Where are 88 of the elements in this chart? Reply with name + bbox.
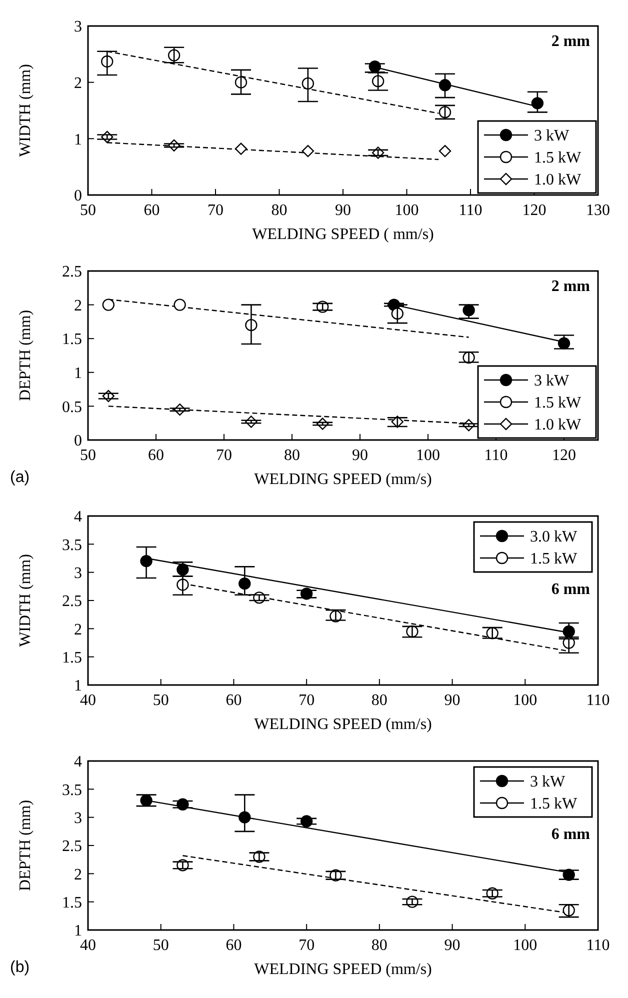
y-axis-title: WIDTH (mm)	[17, 554, 34, 647]
x-tick-label: 80	[371, 692, 388, 709]
legend-label: 3 kW	[534, 128, 570, 145]
y-tick-label: 2	[74, 621, 82, 638]
x-tick-label: 70	[298, 937, 315, 954]
legend-label: 1.5 kW	[530, 550, 578, 568]
x-tick-label: 90	[444, 692, 460, 709]
x-axis-title: WELDING SPEED (mm/s)	[254, 961, 432, 978]
text: (a)	[10, 469, 30, 486]
annotation: 2 mm	[551, 33, 591, 50]
annotation: 2 mm	[551, 278, 591, 295]
y-tick-label: 3	[74, 564, 82, 582]
legend-label: 3.0 kW	[530, 528, 578, 546]
x-tick-label: 70	[216, 447, 232, 464]
y-tick-label: 3	[74, 810, 82, 827]
y-tick-label: 1.5	[62, 649, 82, 666]
y-tick-label: 1	[74, 365, 82, 382]
y-axis-title: DEPTH (mm)	[17, 310, 34, 402]
x-tick-label: 90	[352, 447, 368, 464]
annotation: 6 mm	[551, 826, 591, 843]
x-axis-title: WELDING SPEED ( mm/s)	[252, 226, 434, 243]
x-tick-label: 110	[484, 447, 508, 464]
annotation: 6 mm	[551, 581, 591, 598]
y-tick-label: 3	[74, 18, 82, 36]
x-axis-title: WELDING SPEED (mm/s)	[254, 471, 432, 488]
y-tick-label: 3.5	[62, 782, 82, 799]
x-tick-label: 60	[148, 447, 164, 464]
x-tick-label: 70	[298, 692, 315, 709]
y-tick-label: 1	[74, 131, 82, 148]
y-tick-label: 2.5	[62, 838, 82, 856]
y-tick-label: 1.5	[62, 331, 82, 348]
legend-label: 1.0 kW	[534, 172, 582, 189]
text: (b)	[10, 959, 30, 976]
x-tick-label: 120	[522, 202, 546, 219]
x-tick-label: 110	[458, 202, 482, 219]
x-tick-label: 60	[226, 937, 242, 954]
y-tick-label: 3.5	[62, 536, 82, 554]
point	[438, 144, 452, 158]
x-tick-label: 100	[513, 692, 538, 709]
x-tick-label: 60	[226, 692, 242, 709]
x-axis-title: WELDING SPEED (mm/s)	[254, 716, 432, 733]
x-tick-label: 90	[444, 937, 460, 954]
x-tick-label: 50	[152, 692, 169, 709]
y-tick-label: 2.5	[62, 264, 82, 281]
y-tick-label: 2	[74, 74, 82, 92]
x-tick-label: 110	[586, 692, 610, 709]
y-tick-label: 2	[74, 866, 82, 884]
x-tick-label: 100	[416, 447, 440, 464]
x-tick-label: 130	[586, 202, 610, 219]
x-tick-label: 80	[284, 447, 300, 464]
y-tick-label: 0	[74, 432, 82, 450]
point	[234, 142, 248, 155]
x-tick-label: 100	[513, 937, 538, 954]
x-tick-label: 60	[144, 202, 160, 219]
legend-label: 3 kW	[534, 372, 570, 390]
x-tick-label: 100	[394, 202, 419, 219]
x-tick-label: 50	[152, 937, 169, 954]
x-tick-label: 50	[80, 202, 96, 219]
x-tick-label: 80	[271, 202, 288, 219]
x-tick-label: 70	[208, 202, 224, 219]
x-tick-label: 80	[371, 937, 388, 954]
y-tick-label: 2	[74, 297, 82, 314]
x-tick-label: 110	[586, 937, 610, 954]
legend-label: 3 kW	[530, 774, 566, 791]
y-tick-label: 0.5	[62, 398, 82, 416]
legend-label: 1.0 kW	[534, 416, 582, 434]
x-tick-label: 40	[80, 937, 96, 954]
y-tick-label: 1	[74, 678, 82, 695]
x-tick-label: 40	[80, 692, 96, 709]
y-axis-title: DEPTH (mm)	[17, 800, 34, 892]
y-tick-label: 1.5	[62, 894, 82, 912]
x-tick-label: 120	[552, 447, 576, 464]
point	[302, 144, 314, 158]
y-tick-label: 4	[74, 508, 82, 526]
point	[531, 97, 544, 110]
x-tick-label: 90	[335, 202, 351, 219]
point	[102, 298, 114, 311]
point	[438, 79, 452, 92]
point	[174, 298, 186, 311]
y-tick-label: 0	[74, 188, 82, 205]
x-tick-label: 50	[80, 447, 96, 464]
legend-label: 1.5 kW	[534, 394, 582, 412]
y-tick-label: 1	[74, 922, 82, 940]
legend-label: 1.5 kW	[530, 796, 578, 813]
legend-label: 1.5 kW	[534, 150, 582, 167]
y-axis-title: WIDTH (mm)	[17, 64, 34, 157]
y-tick-label: 2.5	[62, 593, 82, 610]
y-tick-label: 4	[74, 754, 82, 771]
